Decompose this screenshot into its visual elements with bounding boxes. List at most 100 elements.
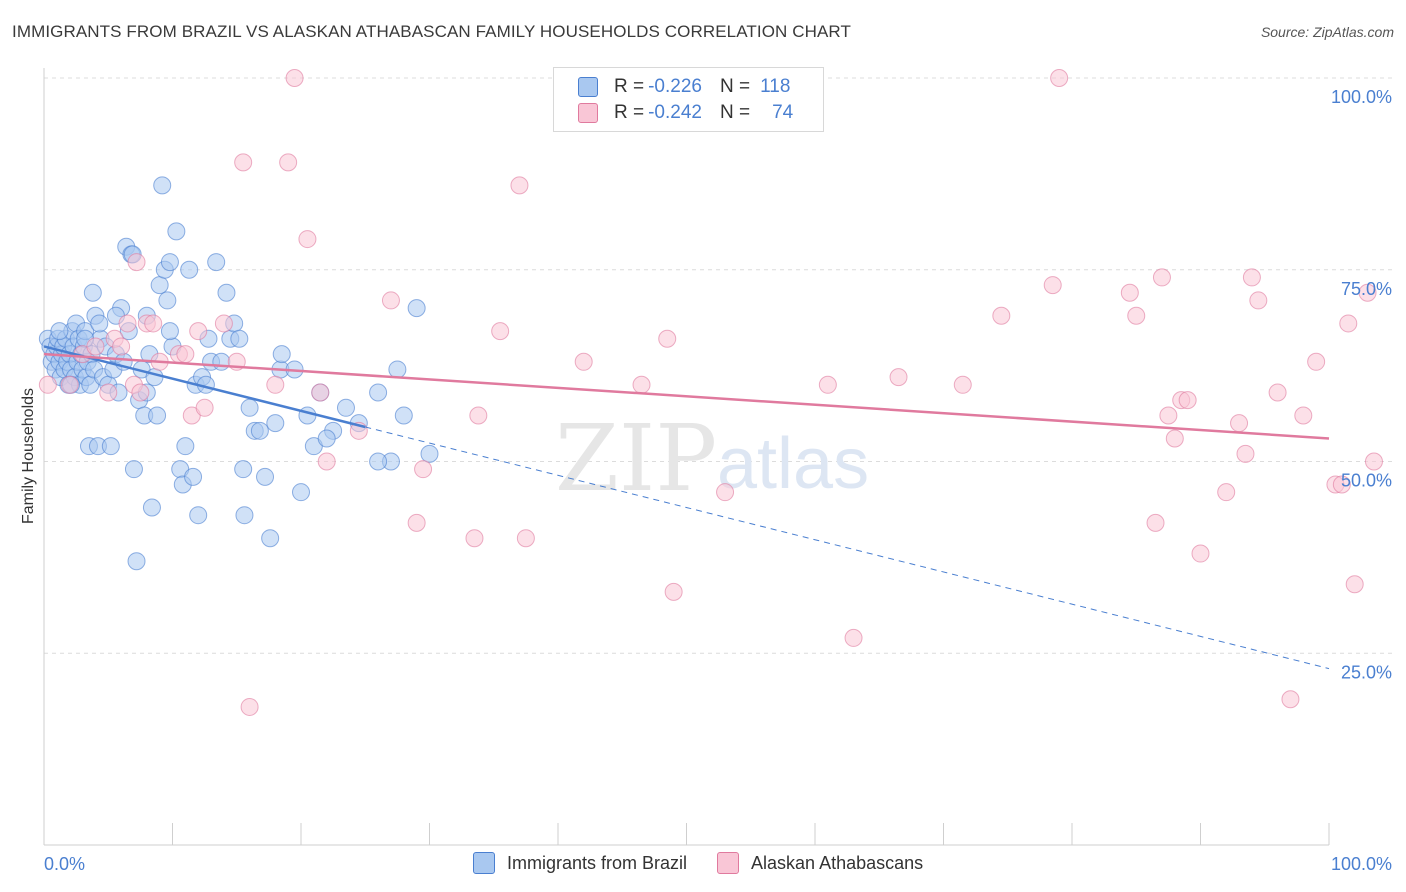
- point-brazil: [158, 291, 177, 310]
- point-brazil: [250, 421, 269, 440]
- point-athabascan: [889, 368, 908, 387]
- point-athabascan: [285, 69, 304, 87]
- point-brazil: [235, 506, 254, 525]
- point-athabascan: [1307, 352, 1326, 371]
- point-athabascan: [1294, 406, 1313, 425]
- point-brazil: [83, 283, 102, 302]
- point-athabascan: [664, 582, 683, 601]
- point-brazil: [50, 322, 69, 341]
- point-brazil: [394, 406, 413, 425]
- point-athabascan: [414, 460, 433, 479]
- point-athabascan: [992, 306, 1011, 325]
- point-athabascan: [214, 314, 233, 333]
- point-brazil: [266, 414, 285, 433]
- point-athabascan: [1358, 283, 1377, 302]
- point-brazil: [150, 276, 169, 295]
- point-brazil: [240, 398, 259, 417]
- point-athabascan: [818, 375, 837, 394]
- point-athabascan: [953, 375, 972, 394]
- point-brazil: [167, 222, 186, 241]
- trend-lines: [43, 345, 1330, 670]
- point-athabascan: [469, 406, 488, 425]
- y-axis-title: Family Households: [20, 388, 37, 524]
- point-brazil: [90, 314, 109, 333]
- point-athabascan: [1165, 429, 1184, 448]
- point-athabascan: [1268, 383, 1287, 402]
- point-athabascan: [60, 375, 79, 394]
- series-legend: Immigrants from Brazil Alaskan Athabasca…: [473, 852, 953, 874]
- trend-line-athabascan: [43, 352, 1330, 440]
- point-brazil: [160, 322, 179, 341]
- y-tick-label: 100.0%: [1331, 87, 1392, 107]
- series-label-brazil: Immigrants from Brazil: [507, 852, 688, 873]
- point-athabascan: [311, 383, 330, 402]
- legend-swatch-athabascan: [578, 103, 598, 123]
- legend-n-value: 118: [760, 76, 791, 97]
- watermark: ZIP atlas: [555, 405, 869, 512]
- chart-title: IMMIGRANTS FROM BRAZIL VS ALASKAN ATHABA…: [12, 22, 851, 41]
- point-athabascan: [1332, 475, 1351, 494]
- point-brazil: [184, 467, 203, 486]
- point-athabascan: [491, 322, 510, 341]
- point-athabascan: [1281, 690, 1300, 709]
- point-brazil: [189, 506, 208, 525]
- point-athabascan: [716, 483, 735, 502]
- point-athabascan: [381, 291, 400, 310]
- legend-n-label: N =: [719, 76, 751, 97]
- point-brazil: [124, 460, 143, 479]
- point-brazil: [420, 444, 439, 463]
- point-brazil: [127, 552, 146, 571]
- point-athabascan: [1345, 575, 1364, 594]
- legend-r-value: -0.242: [648, 102, 702, 123]
- point-athabascan: [1050, 69, 1069, 87]
- legend-n-label: N =: [719, 102, 751, 123]
- point-athabascan: [1236, 444, 1255, 463]
- legend-row-athabascan: R = -0.242 N = 74: [578, 101, 793, 125]
- point-athabascan: [465, 529, 484, 548]
- legend-r-label: R =: [614, 102, 645, 123]
- trend-line-brazil: [43, 345, 366, 429]
- point-brazil: [272, 345, 291, 364]
- point-brazil: [369, 452, 388, 471]
- point-athabascan: [195, 398, 214, 417]
- point-athabascan: [658, 329, 677, 348]
- point-brazil: [101, 437, 120, 456]
- legend-r-value: -0.226: [648, 76, 702, 97]
- trend-line-brazil-extension: [365, 426, 1330, 670]
- point-brazil: [234, 460, 253, 479]
- point-athabascan: [118, 314, 137, 333]
- point-athabascan: [38, 375, 57, 394]
- point-brazil: [292, 483, 310, 502]
- legend-r-label: R =: [614, 76, 645, 97]
- point-athabascan: [1127, 306, 1146, 325]
- series-legend-athabascan: Alaskan Athabascans: [717, 852, 923, 874]
- legend-swatch-brazil: [578, 77, 598, 97]
- point-athabascan: [1230, 414, 1249, 433]
- point-athabascan: [1364, 452, 1383, 471]
- point-brazil: [369, 383, 388, 402]
- point-athabascan: [1242, 268, 1261, 287]
- point-brazil: [256, 467, 275, 486]
- series-swatch-athabascan: [717, 852, 740, 874]
- chart-source: Source: ZipAtlas.com: [1260, 24, 1394, 40]
- grid-lines: [44, 77, 1392, 654]
- point-athabascan: [112, 337, 131, 356]
- watermark-atlas: atlas: [717, 424, 869, 504]
- point-brazil: [336, 398, 355, 417]
- point-athabascan: [127, 253, 146, 272]
- point-athabascan: [1249, 291, 1268, 310]
- point-athabascan: [131, 383, 150, 402]
- point-athabascan: [844, 628, 863, 647]
- point-athabascan: [99, 383, 118, 402]
- point-athabascan: [86, 337, 105, 356]
- series-label-athabascan: Alaskan Athabascans: [751, 852, 924, 873]
- y-tick-label: 25.0%: [1341, 662, 1392, 682]
- data-points: [38, 69, 1383, 716]
- point-brazil: [153, 176, 172, 195]
- point-brazil: [217, 283, 236, 302]
- point-athabascan: [298, 230, 317, 249]
- point-athabascan: [266, 375, 285, 394]
- point-brazil: [317, 429, 336, 448]
- correlation-legend: R = -0.226 N = 118 R = -0.242 N = 74: [553, 67, 824, 132]
- point-athabascan: [1217, 483, 1236, 502]
